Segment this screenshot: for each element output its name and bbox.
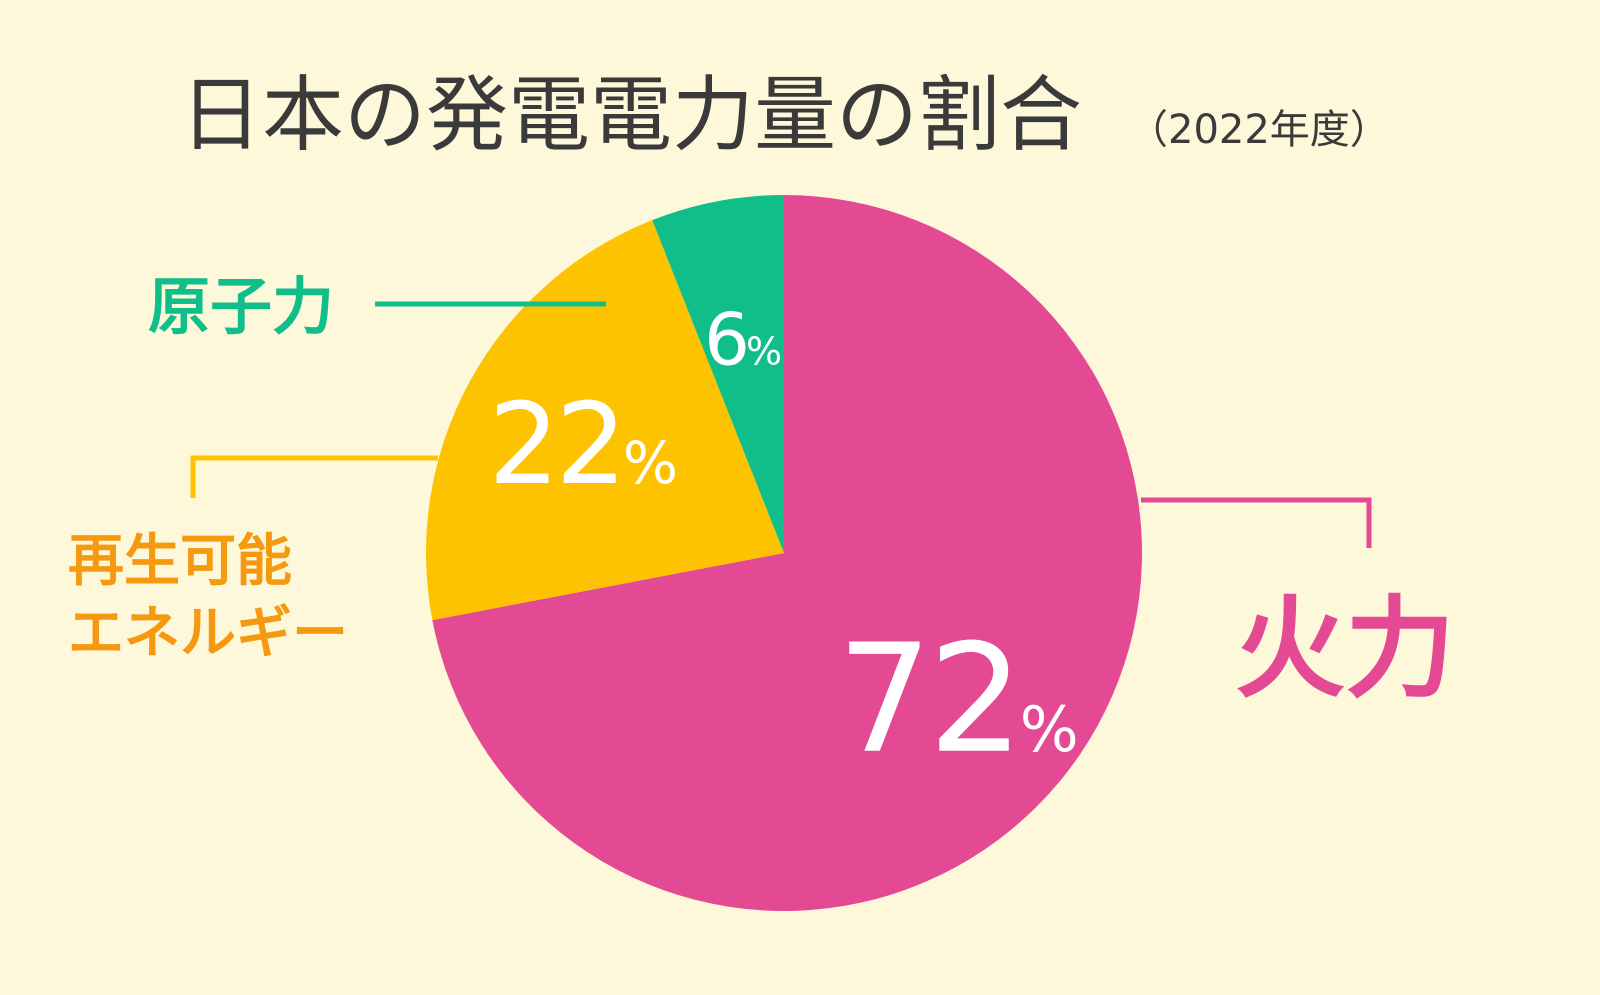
pie-slices	[425, 195, 1142, 911]
chart-title: 日本の発電電力量の割合	[180, 68, 1082, 163]
value-label-percent: %	[623, 429, 678, 497]
value-label-thermal: 72%	[837, 613, 1079, 787]
pie-value-labels: 72%22%6%	[488, 297, 1078, 786]
value-label-number: 6	[704, 297, 746, 381]
pie-callouts	[190, 301, 1372, 548]
category-label-nuclear: 原子力	[148, 270, 334, 343]
callout-line-thermal	[1141, 497, 1372, 548]
value-label-nuclear: 6%	[704, 297, 782, 381]
value-label-number: 72	[837, 613, 1020, 787]
pie-slice-nuclear	[652, 195, 784, 553]
value-label-number: 22	[488, 380, 623, 510]
pie-slice-thermal	[432, 195, 1142, 911]
chart-subtitle: （2022年度）	[1128, 107, 1390, 153]
value-label-renewable: 22%	[488, 380, 678, 510]
category-label-thermal: 火力	[1235, 585, 1455, 713]
callout-line-renewable	[190, 455, 438, 498]
value-label-percent: %	[1020, 693, 1079, 766]
category-label-renewable-line: 再生可能	[68, 529, 292, 594]
category-label-renewable-line: エネルギー	[68, 601, 348, 666]
pie-slice-renewable	[425, 220, 784, 621]
value-label-percent: %	[746, 329, 782, 373]
